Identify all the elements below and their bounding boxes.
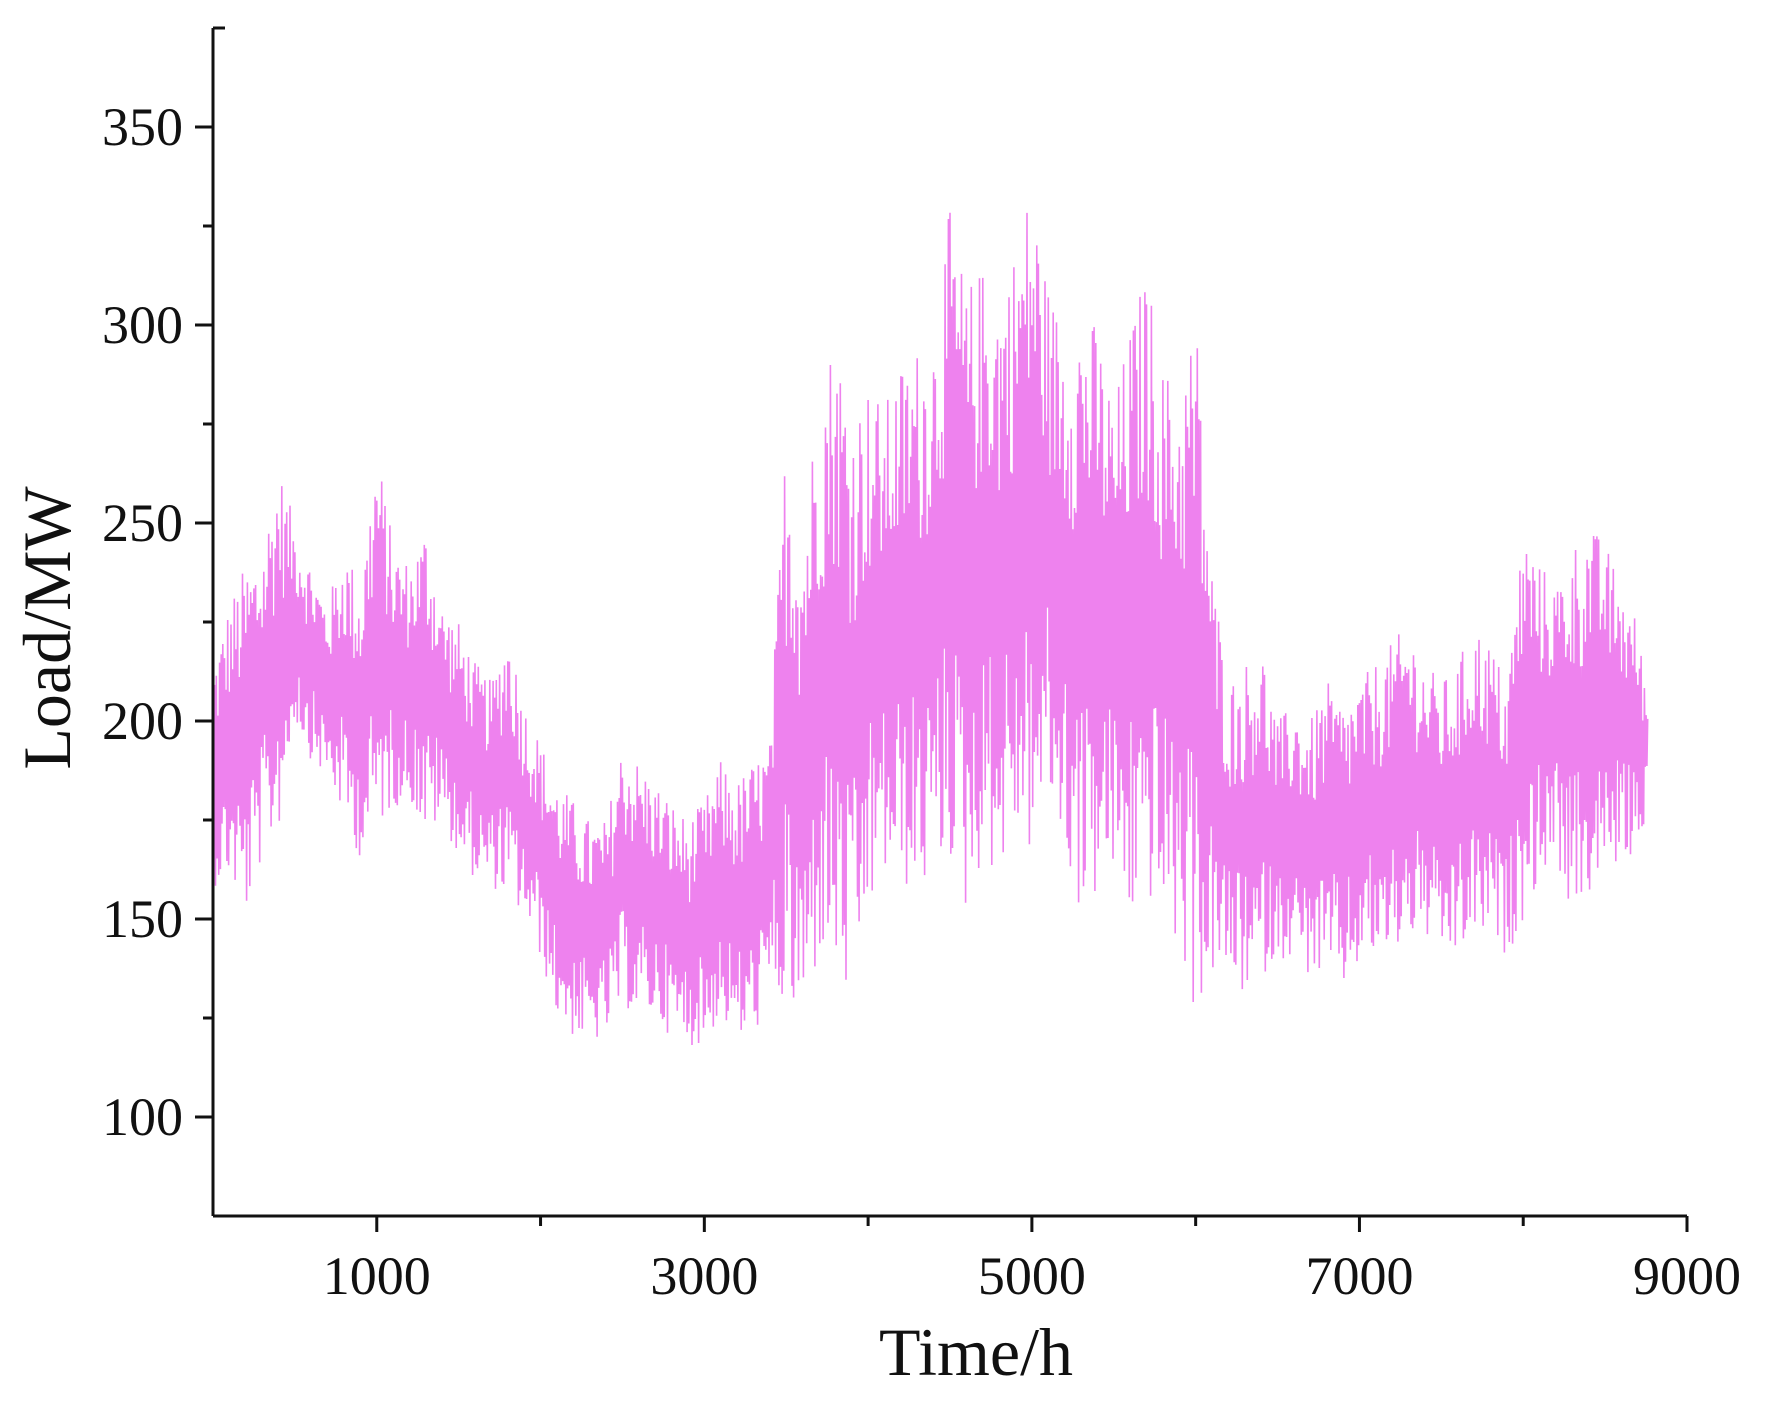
y-tick-label: 100 (102, 1087, 183, 1147)
x-tick-label: 7000 (1305, 1246, 1413, 1306)
x-tick-label: 9000 (1633, 1246, 1741, 1306)
x-tick-label: 5000 (978, 1246, 1086, 1306)
y-tick-label: 150 (102, 889, 183, 949)
x-axis-label: Time/h (879, 1314, 1073, 1390)
y-tick-label: 250 (102, 493, 183, 553)
x-tick-label: 3000 (650, 1246, 758, 1306)
y-tick-label: 300 (102, 295, 183, 355)
y-axis-label: Load/MW (9, 486, 85, 770)
y-tick-label: 350 (102, 97, 183, 157)
load-series-path (212, 212, 1649, 1046)
load-series-line (212, 212, 1649, 1046)
x-tick-label: 1000 (323, 1246, 431, 1306)
y-tick-label: 200 (102, 691, 183, 751)
ticks: 1000 3000 5000 7000 9000 100 150 200 250 300 350 (102, 97, 1741, 1306)
